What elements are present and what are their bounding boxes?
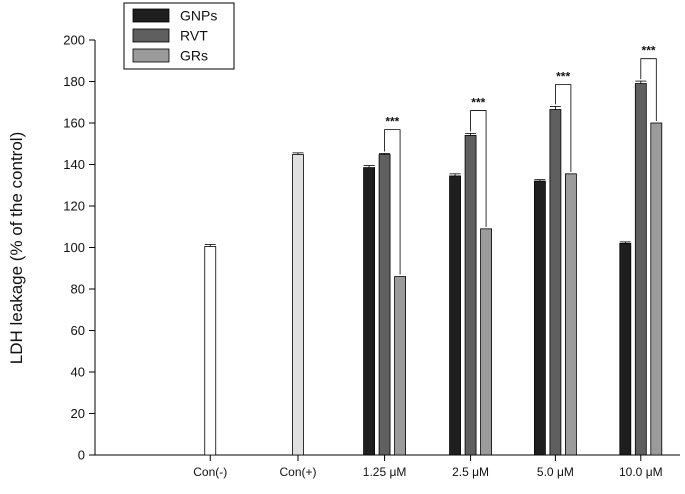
bar-gnps (619, 242, 632, 456)
bar-grs (564, 173, 577, 456)
bar-control (204, 246, 217, 456)
bar-gnps (363, 167, 375, 456)
bar-gnps (449, 175, 461, 456)
bar-rvt (464, 135, 477, 456)
y-axis-label: LDH leakage (% of the control) (7, 132, 26, 364)
bar-gnps (533, 180, 546, 456)
x-tick-label: Con(+) (279, 465, 316, 479)
bar-rvt (549, 109, 562, 456)
bars (204, 80, 663, 456)
x-tick-label: 1.25 μM (363, 465, 407, 479)
y-tick-label: 200 (63, 33, 85, 48)
significance-label: *** (642, 44, 656, 58)
significance-label: *** (556, 70, 570, 84)
axes: 0 20 40 60 80 100 120 140 160 180 200 Con(-) Con(+) 1… (63, 33, 680, 479)
significance-label: *** (471, 96, 485, 110)
bar-grs (480, 228, 492, 456)
significance-bracket (640, 58, 657, 121)
x-tick-label: 10.0 μM (619, 465, 663, 479)
legend-swatch-grs (132, 48, 170, 63)
y-tick-label: 80 (71, 282, 85, 297)
significance-label: *** (385, 115, 399, 129)
legend-label-grs: GRs (180, 48, 208, 64)
y-tick-label: 20 (71, 406, 85, 421)
x-tick-label: 5.0 μM (537, 465, 574, 479)
y-tick-label: 100 (63, 240, 85, 255)
bar-rvt (634, 83, 647, 456)
y-tick-label: 120 (63, 199, 85, 214)
bar-rvt (378, 154, 391, 456)
legend: GNPs RVT GRs (123, 2, 235, 70)
legend-swatch-gnps (132, 8, 170, 23)
annotations: *** *** *** *** (384, 44, 657, 275)
y-tick-label: 0 (78, 448, 85, 463)
significance-bracket (470, 110, 487, 227)
bar-grs (394, 276, 406, 456)
significance-bracket (384, 129, 401, 275)
legend-label-gnps: GNPs (180, 8, 217, 24)
significance-bracket (554, 84, 572, 172)
y-tick-label: 40 (71, 365, 85, 380)
y-tick-label: 180 (63, 74, 85, 89)
bar-control (292, 154, 304, 456)
legend-swatch-rvt (132, 28, 170, 43)
x-tick-label: Con(-) (193, 465, 227, 479)
y-tick-label: 140 (63, 157, 85, 172)
x-tick-label: 2.5 μM (452, 465, 489, 479)
bar-grs (650, 122, 663, 456)
y-tick-label: 160 (63, 116, 85, 131)
y-tick-label: 60 (71, 323, 85, 338)
legend-label-rvt: RVT (180, 28, 208, 44)
